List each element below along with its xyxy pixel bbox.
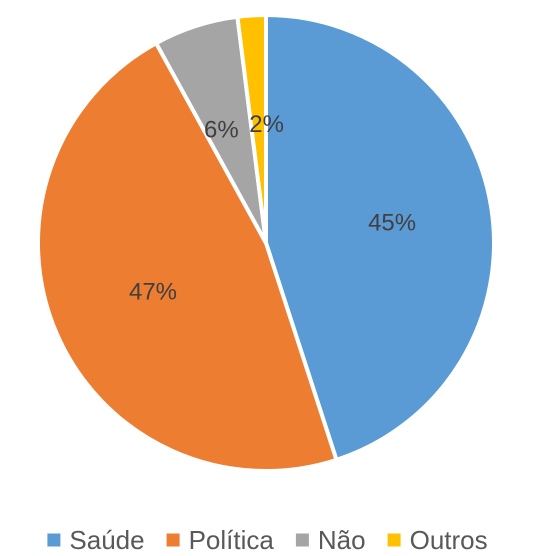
legend-item-politica: Política bbox=[166, 525, 275, 555]
legend-swatch-politica bbox=[166, 533, 180, 547]
data-label-politica: 47% bbox=[129, 278, 177, 305]
legend-label-saude: Saúde bbox=[69, 525, 144, 555]
legend-item-nao: Não bbox=[295, 525, 366, 555]
legend-label-outros: Outros bbox=[410, 525, 488, 555]
pie-slice-saude bbox=[264, 13, 496, 462]
legend-swatch-nao bbox=[295, 533, 309, 547]
pie-data-labels: 45% 47% 6% 2% bbox=[129, 111, 416, 305]
data-label-nao: 6% bbox=[204, 117, 239, 144]
legend-item-outros: Outros bbox=[387, 525, 488, 555]
data-label-saude: 45% bbox=[368, 210, 416, 237]
legend-label-nao: Não bbox=[318, 525, 366, 555]
pie-slice-politica bbox=[36, 41, 339, 473]
pie-slices bbox=[36, 13, 496, 473]
legend: Saúde Política Não Outros bbox=[47, 525, 488, 555]
data-label-outros: 2% bbox=[249, 111, 284, 138]
legend-swatch-saude bbox=[47, 533, 61, 547]
legend-item-saude: Saúde bbox=[47, 525, 145, 555]
legend-swatch-outros bbox=[387, 533, 401, 547]
legend-label-politica: Política bbox=[189, 525, 275, 555]
pie-slice-outros bbox=[235, 13, 268, 245]
